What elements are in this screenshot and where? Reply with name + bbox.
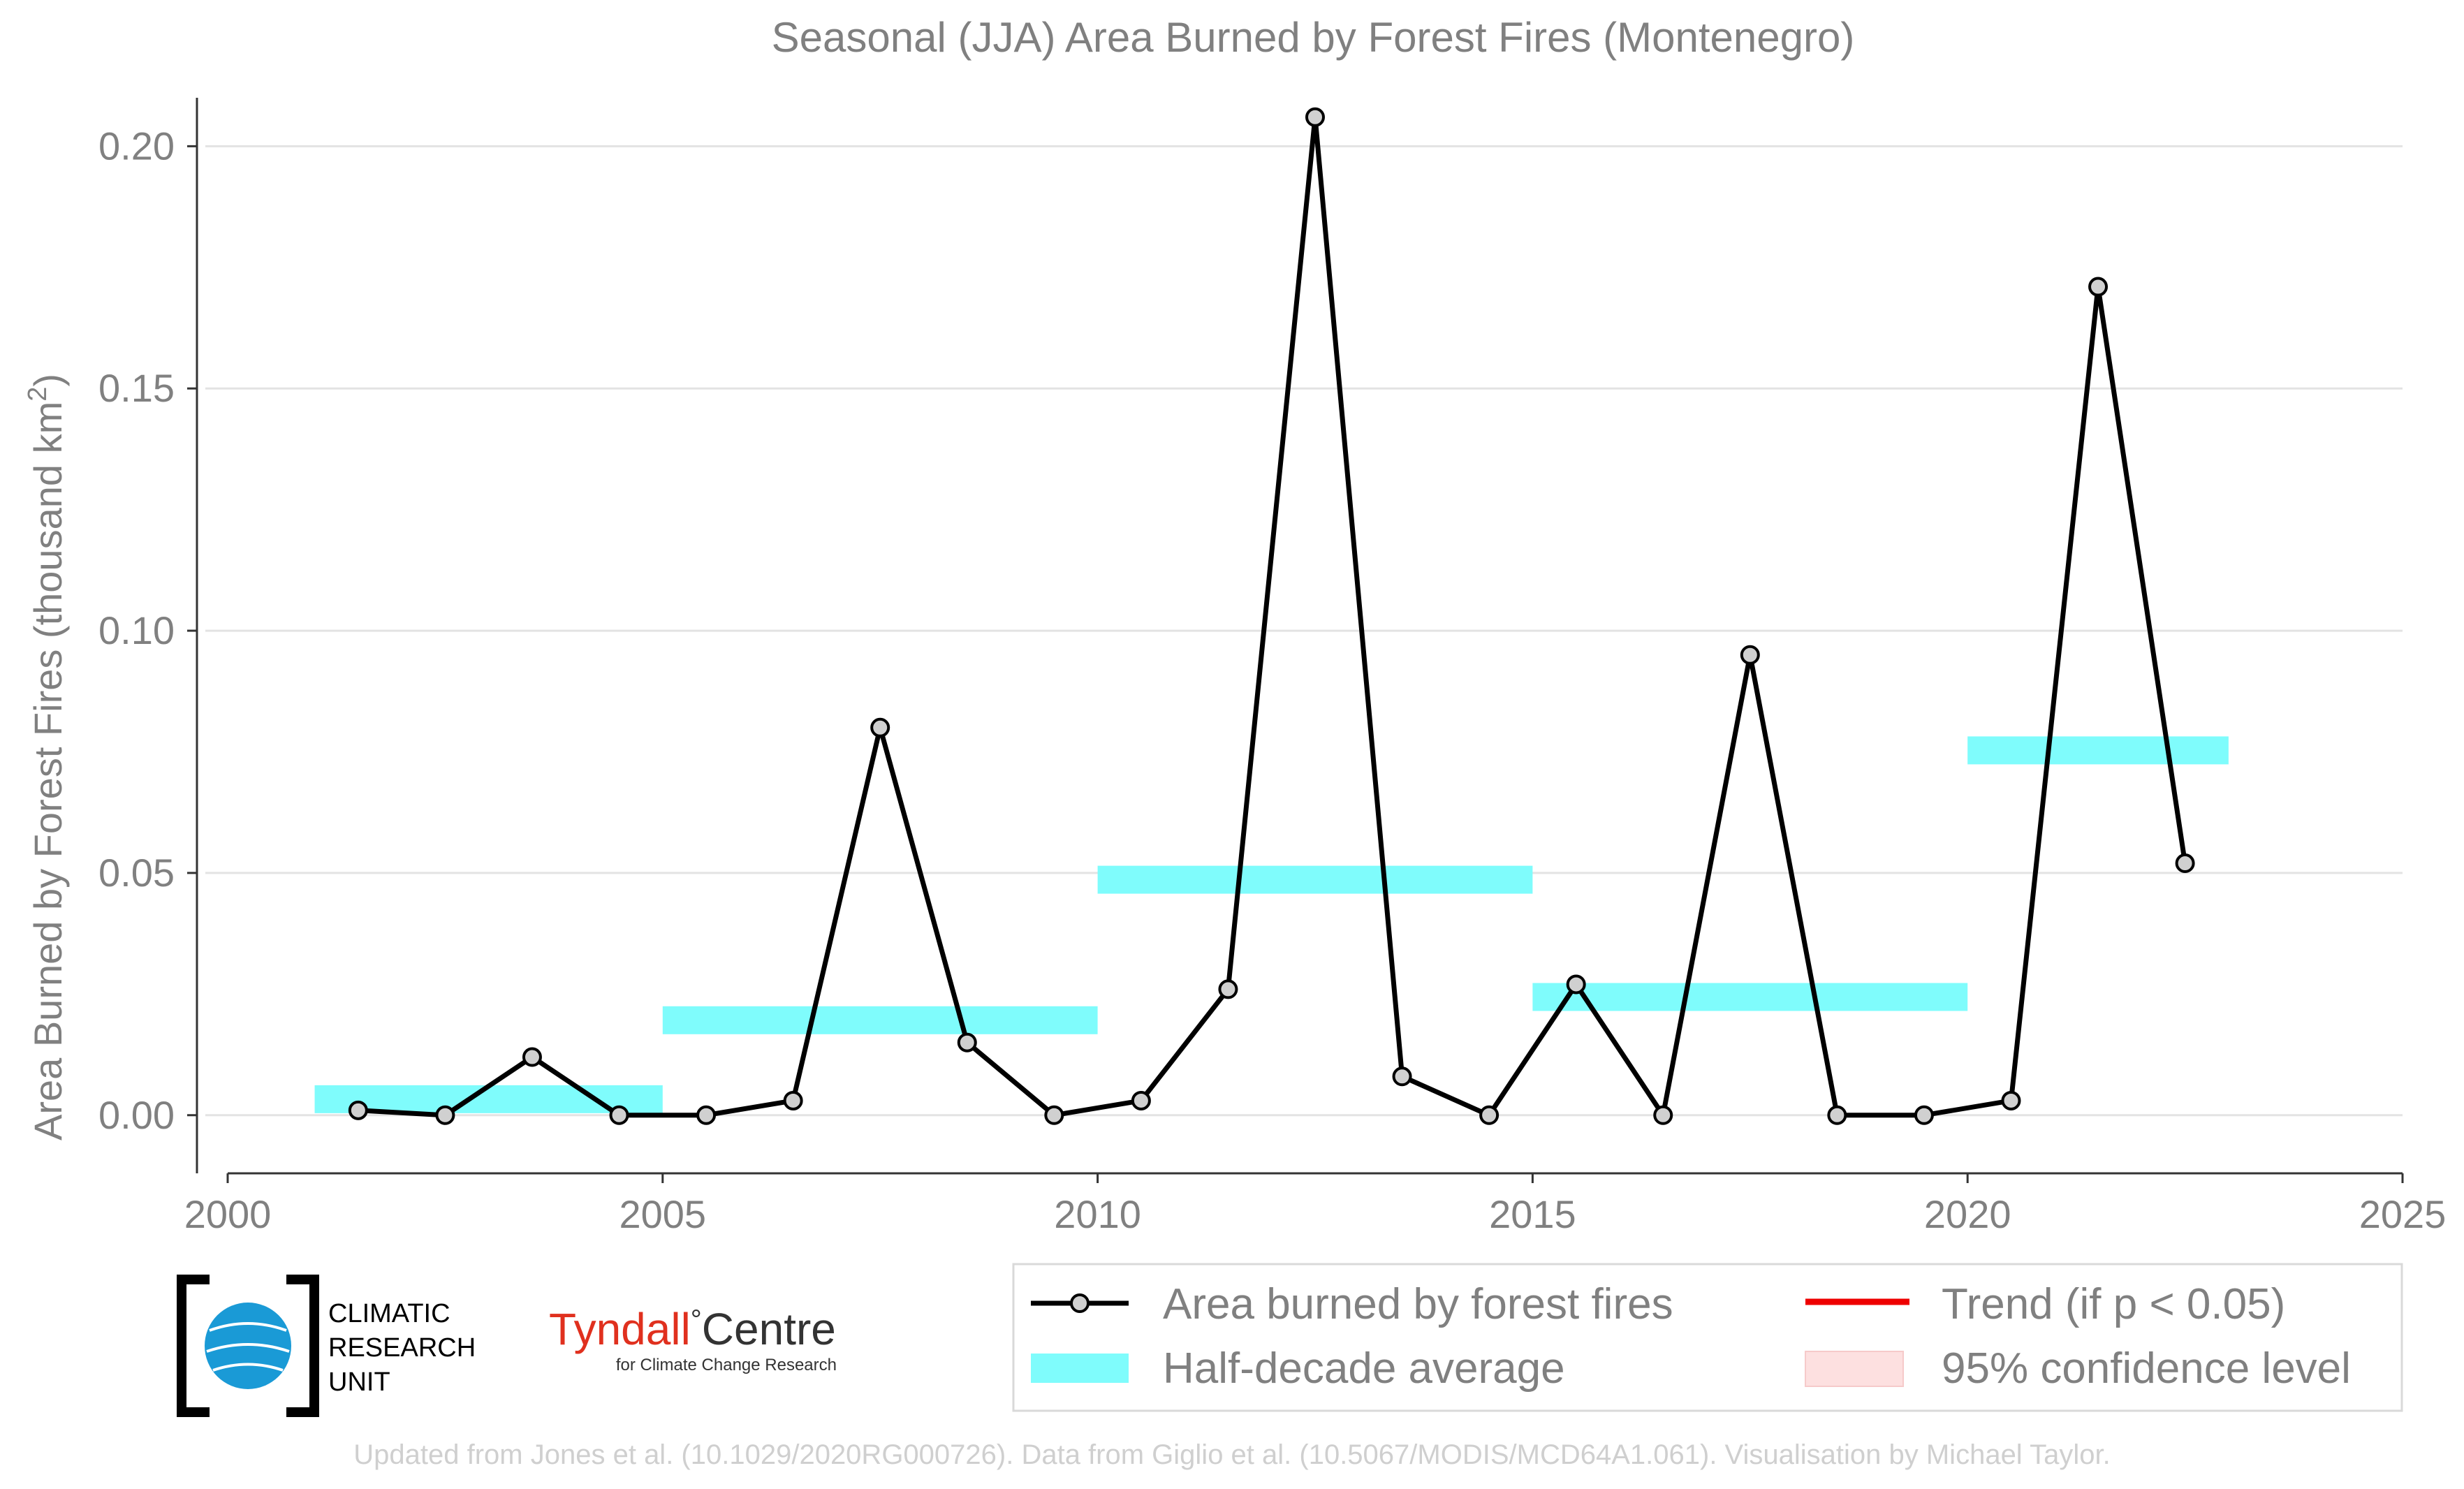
cru-bracket-left — [177, 1275, 210, 1417]
legend-label-area-burned: Area burned by forest fires — [1163, 1280, 1673, 1328]
data-point — [2175, 853, 2195, 874]
y-tick-label: 0.05 — [98, 851, 175, 895]
tyndall-logo: Tyndall°Centre for Climate Change Resear… — [549, 1304, 837, 1374]
data-point — [522, 1047, 542, 1067]
legend-label-trend: Trend (if p < 0.05) — [1942, 1280, 2285, 1328]
tyndall-degree: ° — [691, 1305, 702, 1335]
tyndall-centre: Centre — [702, 1304, 836, 1354]
tyndall-title: Tyndall°Centre — [549, 1304, 836, 1354]
data-point — [1479, 1105, 1499, 1125]
legend-marker-swatch — [1070, 1293, 1090, 1313]
data-point — [2088, 277, 2109, 297]
x-tick-label: 2020 — [1924, 1192, 2011, 1236]
data-point — [2001, 1090, 2021, 1110]
x-tick-label: 2010 — [1054, 1192, 1141, 1236]
half-decade-bar — [1097, 865, 1533, 894]
legend-half-decade-swatch — [1031, 1354, 1129, 1383]
legend-label-confidence: 95% confidence level — [1942, 1344, 2351, 1393]
half-decade-bar — [314, 1085, 663, 1113]
legend: Area burned by forest fires Trend (if p … — [1012, 1263, 2403, 1412]
data-point — [1218, 979, 1238, 999]
y-ticks: 0.00 0.05 0.10 0.15 0.20 — [98, 124, 197, 1137]
x-ticks: 2000 2005 2010 2015 2020 2025 — [184, 1173, 2447, 1236]
cru-globe-swirl-2 — [206, 1343, 290, 1353]
data-point — [1392, 1066, 1412, 1087]
legend-confidence-swatch — [1805, 1351, 1904, 1387]
tyndall-subtitle: for Climate Change Research — [616, 1356, 837, 1374]
half-decade-bar — [1967, 736, 2229, 765]
cru-globe-swirl-3 — [212, 1363, 284, 1372]
x-tick-label: 2005 — [619, 1192, 707, 1236]
data-point — [696, 1105, 717, 1125]
series-line-area-burned — [358, 117, 2188, 1122]
cru-globe-swirl-1 — [209, 1322, 287, 1332]
data-point — [348, 1100, 368, 1120]
data-point — [1305, 107, 1325, 127]
data-point — [1566, 974, 1586, 995]
footer-credit: Updated from Jones et al. (10.1029/2020R… — [353, 1439, 2110, 1470]
half-decade-average-bands — [314, 736, 2229, 1113]
x-tick-label: 2015 — [1489, 1192, 1576, 1236]
data-point — [609, 1105, 629, 1125]
data-point — [1740, 645, 1760, 665]
series-line — [358, 117, 2188, 1122]
data-point — [957, 1032, 977, 1052]
series-points — [348, 107, 2195, 1125]
cru-logo: CLIMATIC RESEARCH UNIT — [177, 1275, 476, 1417]
cru-text-line2: RESEARCH — [328, 1333, 476, 1363]
tyndall-name: Tyndall — [549, 1304, 691, 1354]
y-tick-label: 0.10 — [98, 608, 175, 652]
x-tick-label: 2000 — [184, 1192, 272, 1236]
half-decade-bar — [662, 1006, 1098, 1034]
axes — [196, 98, 2403, 1175]
chart-title: Seasonal (JJA) Area Burned by Forest Fir… — [772, 14, 1855, 61]
legend-box — [1012, 1263, 2403, 1412]
y-axis-label: Area Burned by Forest Fires (thousand km… — [23, 374, 70, 1140]
y-axis-label-main: Area Burned by Forest Fires (thousand km — [26, 402, 70, 1140]
data-point — [1827, 1105, 1847, 1125]
data-point — [1044, 1105, 1064, 1125]
legend-label-half-decade: Half-decade average — [1163, 1344, 1565, 1393]
y-axis-label-superscript: 2 — [23, 387, 52, 402]
data-point — [1914, 1105, 1934, 1125]
cru-text-line3: UNIT — [328, 1367, 390, 1397]
y-tick-label: 0.15 — [98, 366, 175, 410]
data-point — [870, 717, 890, 738]
cru-bracket-right — [286, 1275, 319, 1417]
half-decade-bar — [1532, 983, 1968, 1011]
y-axis-label-end: ) — [26, 374, 70, 387]
y-tick-label: 0.20 — [98, 124, 175, 168]
x-tick-label: 2025 — [2359, 1192, 2447, 1236]
y-tick-label: 0.00 — [98, 1093, 175, 1137]
data-point — [435, 1105, 455, 1125]
data-point — [1653, 1105, 1673, 1125]
data-point — [1131, 1090, 1151, 1110]
data-point — [783, 1090, 803, 1110]
cru-text-line1: CLIMATIC — [328, 1299, 450, 1328]
